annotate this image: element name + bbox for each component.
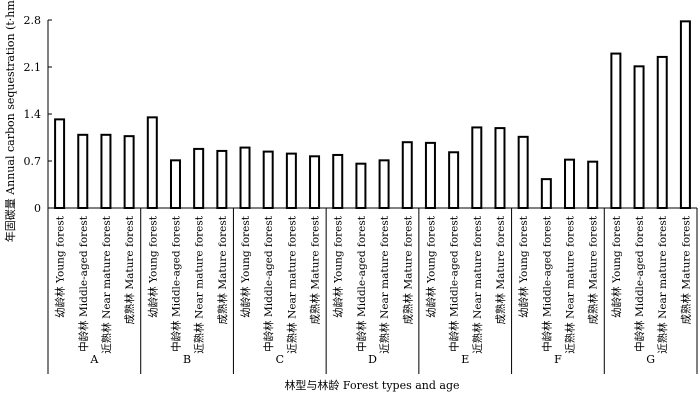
group-label: A (89, 353, 99, 366)
bar (169, 159, 181, 209)
category-label: 成熟林 Mature forest (679, 215, 692, 324)
category-label: 近熟林 Near mature forest (656, 215, 669, 353)
bar (378, 159, 390, 209)
bar (517, 135, 529, 209)
category-label: 近熟林 Near mature forest (285, 215, 298, 353)
category-label: 中龄林 Middle-aged forest (448, 215, 461, 352)
bar (100, 133, 112, 209)
y-tick-label: 2.8 (24, 14, 42, 27)
bar (656, 55, 668, 209)
bar (679, 20, 691, 210)
category-label: 成熟林 Mature forest (216, 215, 229, 324)
y-axis-title: 年固碳量 Annual carbon sequestration (t·hm⁻²… (3, 0, 17, 242)
bar (448, 151, 460, 209)
category-label: 幼龄林 Young forest (517, 215, 530, 318)
group-label: C (276, 353, 284, 366)
category-label: 成熟林 Mature forest (494, 215, 507, 324)
bar (633, 65, 645, 210)
bar (193, 147, 205, 210)
category-label: 中龄林 Middle-aged forest (77, 215, 90, 352)
bar (564, 158, 576, 210)
category-label: 近熟林 Near mature forest (471, 215, 484, 353)
bar (540, 178, 552, 209)
bar (355, 162, 367, 209)
category-label: 幼龄林 Young forest (610, 215, 623, 318)
bar (494, 127, 506, 210)
category-label: 近熟林 Near mature forest (378, 215, 391, 353)
category-label: 幼龄林 Young forest (54, 215, 67, 318)
bar (587, 160, 599, 210)
category-label: 近熟林 Near mature forest (193, 215, 206, 353)
bar (610, 52, 622, 210)
category-label: 中龄林 Middle-aged forest (633, 215, 646, 352)
category-label: 中龄林 Middle-aged forest (540, 215, 553, 352)
y-tick-label: 2.1 (24, 61, 42, 74)
group-label: F (554, 353, 562, 366)
category-label: 近熟林 Near mature forest (100, 215, 113, 353)
bar (309, 155, 321, 210)
category-label: 幼龄林 Young forest (146, 215, 159, 318)
y-tick-label: 1.4 (24, 108, 42, 121)
bar (262, 150, 274, 210)
category-label: 幼龄林 Young forest (239, 215, 252, 318)
group-label: B (183, 353, 191, 366)
bar (216, 149, 228, 210)
category-label: 中龄林 Middle-aged forest (169, 215, 182, 352)
category-label: 幼龄林 Young forest (424, 215, 437, 318)
bar (285, 152, 297, 210)
bar (471, 126, 483, 209)
category-label: 成熟林 Mature forest (587, 215, 600, 324)
bar (146, 116, 158, 209)
category-label: 成熟林 Mature forest (123, 215, 136, 324)
group-label: D (368, 353, 377, 366)
category-label: 中龄林 Middle-aged forest (262, 215, 275, 352)
x-axis-title: 林型与林龄 Forest types and age (284, 378, 459, 392)
plot-area: 0 0.7 1.4 2.1 2.8 幼龄林 Young forest 中龄林 Middle-… (24, 14, 698, 374)
bar (332, 153, 344, 209)
category-label: 幼龄林 Young forest (332, 215, 345, 318)
bar (123, 135, 135, 210)
y-tick-label: 0 (34, 202, 41, 215)
group-label: E (461, 353, 469, 366)
bar (239, 146, 251, 209)
bar (424, 141, 436, 209)
bar (401, 141, 413, 209)
group-label: G (646, 353, 655, 366)
category-label: 中龄林 Middle-aged forest (355, 215, 368, 352)
category-label: 成熟林 Mature forest (309, 215, 322, 324)
category-label: 近熟林 Near mature forest (564, 215, 577, 353)
bar (77, 133, 89, 209)
bar (54, 118, 66, 209)
y-tick-label: 0.7 (24, 155, 42, 168)
category-label: 成熟林 Mature forest (401, 215, 414, 324)
